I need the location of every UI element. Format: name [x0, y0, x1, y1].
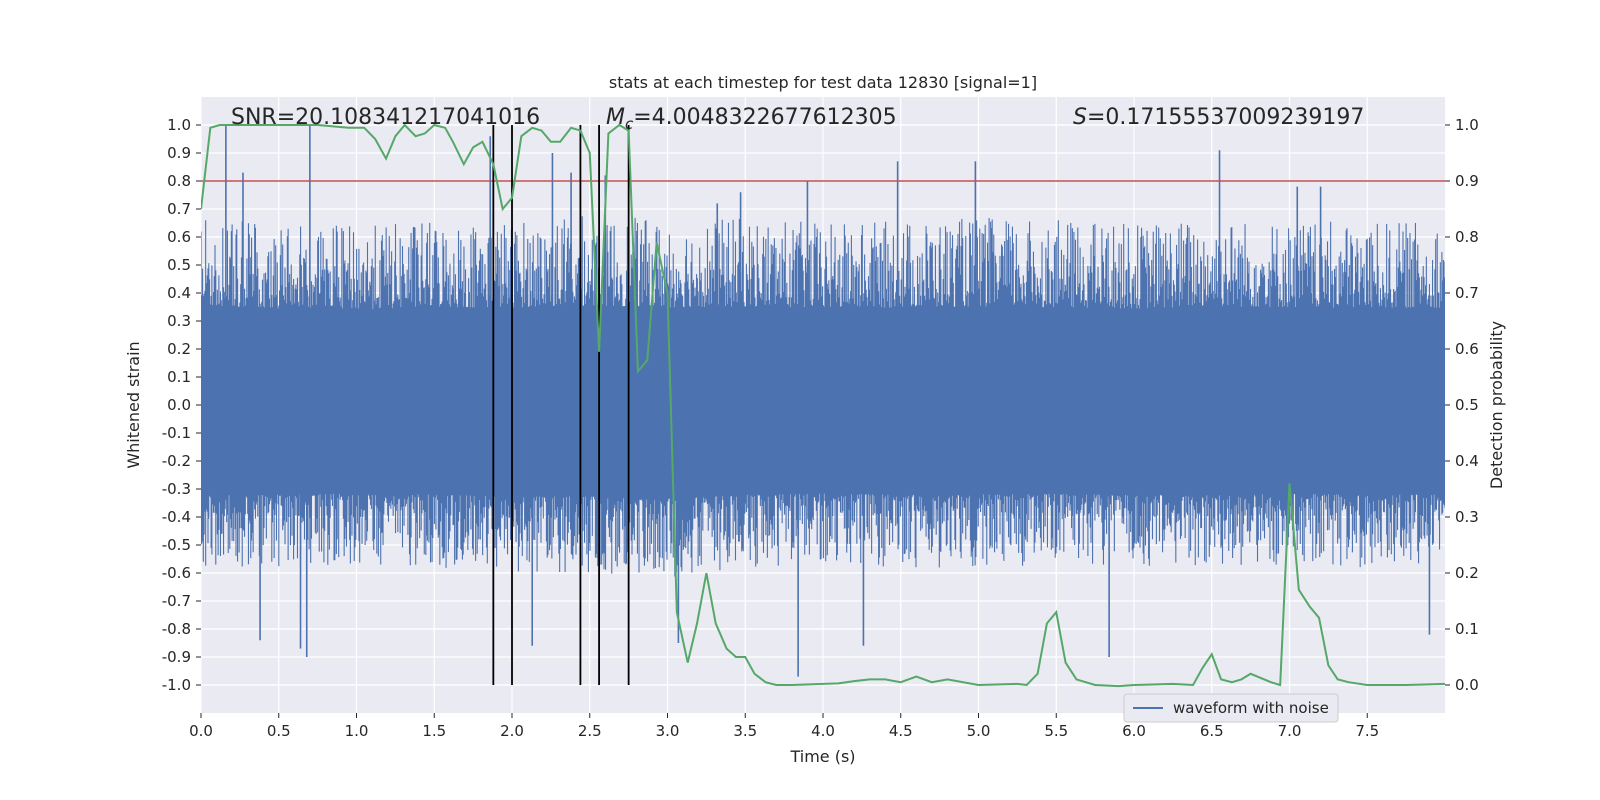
s-annotation: S=0.17155537009239197 — [1073, 105, 1364, 130]
right-y-axis-title: Detection probability — [1487, 321, 1506, 489]
left-y-tick-label: 0.4 — [167, 284, 191, 302]
x-tick-label: 4.0 — [811, 722, 835, 740]
left-y-tick-label: -0.6 — [162, 564, 191, 582]
s-symbol: S — [1073, 105, 1087, 130]
left-y-tick-label: -0.7 — [162, 592, 191, 610]
chart-title: stats at each timestep for test data 128… — [609, 73, 1037, 92]
chirp-mass-symbol: M — [606, 105, 625, 130]
x-tick-label: 7.0 — [1278, 722, 1302, 740]
x-axis-ticks: 0.0 0.5 1.0 1.5 2.0 2.5 3.0 3.5 4.0 4.5 5.0 5.5 6.0 6… — [189, 713, 1379, 740]
right-y-tick-label: 0.1 — [1455, 620, 1479, 638]
chirp-mass-annotation: Mc=4.0048322677612305 — [606, 105, 897, 133]
left-y-tick-label: 0.9 — [167, 144, 191, 162]
right-y-axis-ticks: 1.0 0.9 0.8 0.7 0.6 0.5 0.4 0.3 0.2 0.1 0.0 — [1445, 116, 1479, 694]
legend-label: waveform with noise — [1173, 699, 1329, 717]
right-y-tick-label: 0.2 — [1455, 564, 1479, 582]
left-y-tick-label: 0.2 — [167, 340, 191, 358]
snr-annotation: SNR=20.108341217041016 — [231, 105, 540, 130]
legend: waveform with noise — [1123, 693, 1339, 723]
x-tick-label: 3.5 — [733, 722, 757, 740]
legend-box — [1123, 693, 1339, 723]
right-y-tick-label: 0.4 — [1455, 452, 1479, 470]
chirp-mass-value: =4.0048322677612305 — [633, 105, 896, 130]
probability-series — [201, 123, 1445, 688]
x-tick-label: 2.5 — [578, 722, 602, 740]
right-y-tick-label: 0.9 — [1455, 172, 1479, 190]
left-y-axis-title: Whitened strain — [124, 341, 143, 468]
left-y-tick-label: 0.8 — [167, 172, 191, 190]
waveform-line — [201, 216, 1445, 577]
left-y-tick-label: 0.7 — [167, 200, 191, 218]
left-y-tick-label: -0.3 — [162, 480, 191, 498]
right-y-tick-label: 0.6 — [1455, 340, 1479, 358]
right-y-tick-label: 0.0 — [1455, 676, 1479, 694]
x-axis-title: Time (s) — [789, 747, 855, 766]
left-y-tick-label: 0.5 — [167, 256, 191, 274]
left-y-tick-label: 1.0 — [167, 116, 191, 134]
left-y-tick-label: -0.9 — [162, 648, 191, 666]
x-tick-label: 0.0 — [189, 722, 213, 740]
x-tick-label: 5.5 — [1044, 722, 1068, 740]
left-y-tick-label: -0.1 — [162, 424, 191, 442]
x-tick-label: 4.5 — [889, 722, 913, 740]
x-tick-label: 2.0 — [500, 722, 524, 740]
left-y-tick-label: 0.3 — [167, 312, 191, 330]
waveform-series — [201, 125, 1445, 677]
s-value: =0.17155537009239197 — [1087, 105, 1364, 130]
right-y-tick-label: 1.0 — [1455, 116, 1479, 134]
left-y-tick-label: 0.1 — [167, 368, 191, 386]
x-tick-label: 6.0 — [1122, 722, 1146, 740]
left-y-tick-label: 0.0 — [167, 396, 191, 414]
left-y-tick-label: -0.5 — [162, 536, 191, 554]
vertical-markers — [492, 125, 630, 685]
left-y-tick-label: -0.8 — [162, 620, 191, 638]
x-tick-label: 0.5 — [267, 722, 291, 740]
left-y-axis-ticks: 1.0 0.9 0.8 0.7 0.6 0.5 0.4 0.3 0.2 0.1 0.0 -0.1 -0.… — [162, 116, 201, 694]
x-tick-label: 5.0 — [967, 722, 991, 740]
left-y-tick-label: 0.6 — [167, 228, 191, 246]
right-y-tick-label: 0.3 — [1455, 508, 1479, 526]
right-y-tick-label: 0.7 — [1455, 284, 1479, 302]
probability-line — [201, 123, 1445, 688]
left-y-tick-label: -1.0 — [162, 676, 191, 694]
chirp-mass-subscript: c — [625, 115, 634, 133]
left-y-tick-label: -0.4 — [162, 508, 191, 526]
left-y-tick-label: -0.2 — [162, 452, 191, 470]
x-tick-label: 6.5 — [1200, 722, 1224, 740]
x-tick-label: 1.5 — [422, 722, 446, 740]
x-tick-label: 1.0 — [345, 722, 369, 740]
right-y-tick-label: 0.8 — [1455, 228, 1479, 246]
x-tick-label: 7.5 — [1355, 722, 1379, 740]
x-tick-label: 3.0 — [656, 722, 680, 740]
right-y-tick-label: 0.5 — [1455, 396, 1479, 414]
